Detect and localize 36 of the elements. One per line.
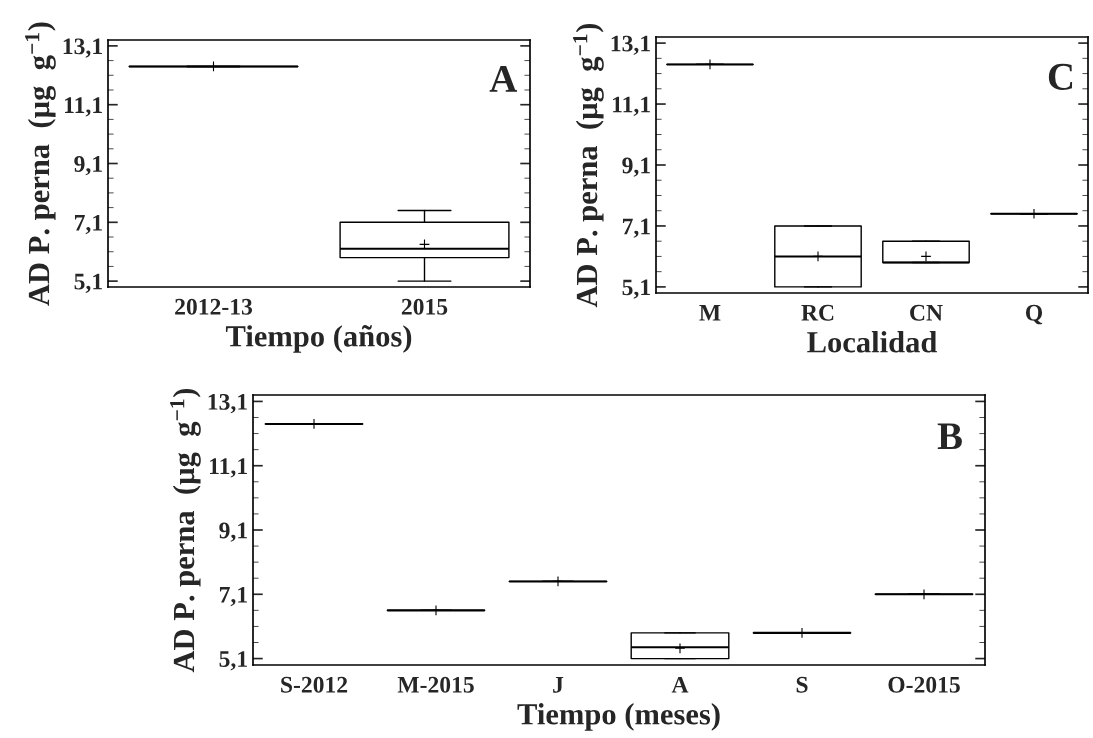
x-tick-label: A — [671, 676, 689, 693]
annotation: A — [489, 66, 518, 92]
y-tick-label: 9,1 — [622, 157, 650, 177]
y-tick-label: 11,1 — [210, 458, 247, 478]
y-axis-title: AD P. perna (µg g$^{−1}$) — [170, 388, 201, 673]
y-tick-label: 5,1 — [622, 279, 650, 299]
y-tick-label: 5,1 — [74, 273, 102, 293]
y-tick-label: 7,1 — [219, 586, 247, 607]
annotation: B — [937, 423, 962, 450]
y-tick-label: 7,1 — [622, 218, 650, 238]
x-axis-title: Localidad — [807, 331, 938, 353]
y-tick-label: 9,1 — [219, 522, 247, 542]
x-tick-label: RC — [801, 304, 834, 321]
x-tick-label: M-2015 — [397, 676, 474, 693]
x-tick-label: J — [553, 677, 564, 693]
x-axis-title: Tiempo (meses) — [517, 703, 720, 731]
y-axis-title: AD P. perna (µg g$^{−1}$) — [25, 22, 56, 306]
annotation: C — [1048, 63, 1073, 90]
x-tick-label: S-2012 — [281, 676, 348, 693]
x-axis-title: Tiempo (años) — [225, 325, 412, 353]
y-tick-label: 7,1 — [74, 214, 102, 235]
y-tick-label: 11,1 — [613, 96, 650, 116]
y-tick-label: 13,1 — [611, 35, 650, 55]
y-axis-title: AD P. perna (µg g$^{−1}$) — [573, 23, 604, 308]
x-tick-label: 2012-13 — [175, 298, 253, 315]
y-tick-label: 13,1 — [208, 393, 247, 414]
x-tick-label: CN — [910, 304, 943, 321]
y-tick-label: 5,1 — [219, 651, 247, 671]
x-tick-label: 2015 — [401, 298, 448, 315]
x-tick-label: O-2015 — [888, 676, 960, 693]
y-tick-label: 9,1 — [74, 156, 102, 176]
x-tick-label: S — [796, 676, 808, 693]
x-tick-label: Q — [1025, 304, 1043, 325]
y-tick-label: 13,1 — [63, 38, 102, 58]
x-tick-label: M — [699, 305, 721, 321]
y-tick-label: 11,1 — [65, 97, 102, 117]
